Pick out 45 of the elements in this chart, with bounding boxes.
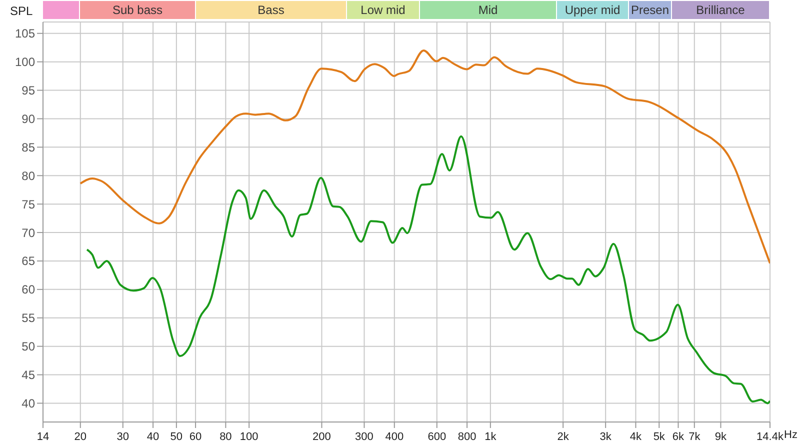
x-tick-label: 14 xyxy=(36,430,50,443)
x-tick-label: 40 xyxy=(146,430,160,443)
header-cell: Mid xyxy=(420,1,556,19)
header-cell: Brilliance xyxy=(672,1,769,19)
header-cell: Sub bass xyxy=(80,1,195,19)
y-tick-label: 100 xyxy=(14,55,36,70)
x-tick-label: 30 xyxy=(116,430,130,443)
x-tick-label: 7k xyxy=(688,430,701,443)
x-tick-label: 60 xyxy=(189,430,202,443)
x-axis-title: Hz xyxy=(784,429,798,441)
y-tick-label: 65 xyxy=(22,254,36,268)
y-tick-label: 50 xyxy=(22,340,36,354)
x-tick-label: 50 xyxy=(170,430,183,443)
y-tick-label: 75 xyxy=(22,197,36,212)
y-tick-label: 85 xyxy=(22,140,36,154)
x-tick-label: 2k xyxy=(557,430,570,443)
x-tick-label: 4k xyxy=(630,430,642,443)
y-tick-label: 60 xyxy=(22,282,36,297)
header-cell: Presen xyxy=(629,1,671,19)
x-tick-label: 5k xyxy=(653,430,666,443)
x-tick-label: 20 xyxy=(74,430,87,443)
x-tick-label: 100 xyxy=(240,430,258,443)
x-tick-label: 400 xyxy=(385,430,404,443)
x-tick-label: 600 xyxy=(428,430,446,443)
x-tick-label: 800 xyxy=(458,430,476,443)
header-cell: Upper mid xyxy=(557,1,628,19)
x-tick-label: 3k xyxy=(600,430,612,443)
y-tick-label: 105 xyxy=(14,26,36,41)
x-tick-label: 300 xyxy=(355,430,374,443)
x-tick-label: 9k xyxy=(714,430,728,443)
x-tick-label: 200 xyxy=(312,430,331,443)
y-tick-label: 95 xyxy=(22,84,36,98)
y-tick-label: 40 xyxy=(22,396,36,410)
header-cell: Bass xyxy=(196,1,346,19)
x-tick-label: 80 xyxy=(220,430,232,443)
y-axis-title: SPL xyxy=(10,4,33,18)
y-tick-label: 55 xyxy=(22,311,36,326)
y-tick-label: 90 xyxy=(22,112,36,126)
y-tick-label: 80 xyxy=(22,168,36,183)
x-tick-label: 1k xyxy=(484,430,497,443)
y-tick-label: 70 xyxy=(22,226,36,240)
header-cell: Low mid xyxy=(347,1,419,19)
x-tick-label: 14.4k xyxy=(756,430,784,443)
x-tick-label: 6k xyxy=(672,430,685,443)
y-tick-label: 45 xyxy=(22,368,36,382)
